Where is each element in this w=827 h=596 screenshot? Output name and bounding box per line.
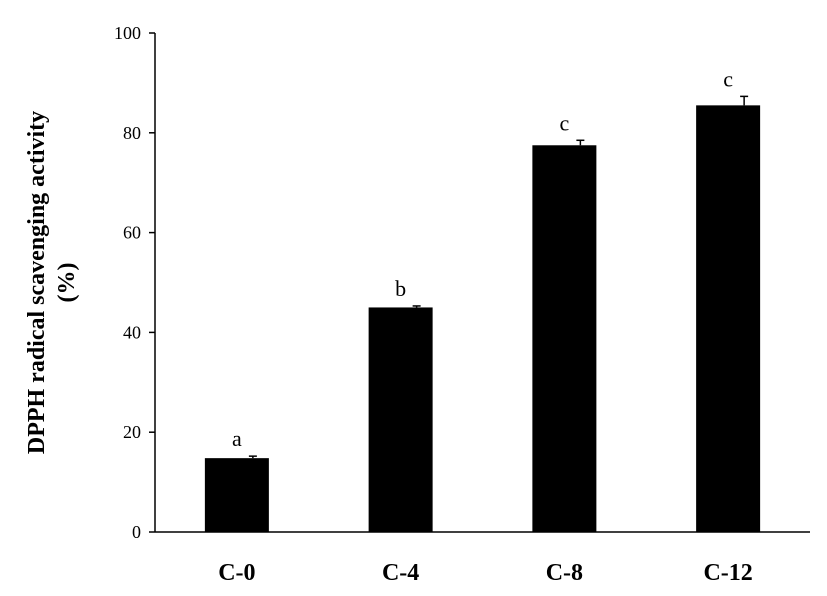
significance-label: c xyxy=(723,66,733,91)
x-tick-label: C-0 xyxy=(218,560,255,586)
y-tick-label: 100 xyxy=(114,23,141,43)
x-tick-labels: C-0 C-4 C-8 C-12 xyxy=(218,560,753,586)
x-tick-label: C-12 xyxy=(703,560,752,586)
bar-c-8 xyxy=(532,145,597,532)
significance-labels: a b c c xyxy=(232,66,733,451)
y-axis-label-line: (%) xyxy=(54,263,80,303)
y-tick-label: 40 xyxy=(123,322,141,342)
y-axis-label-line: DPPH radical scavenging activity xyxy=(24,111,50,454)
y-axis-label: DPPH radical scavenging activity (%) xyxy=(24,111,80,454)
y-tick-label: 0 xyxy=(132,522,141,542)
x-tick-label: C-8 xyxy=(546,560,583,586)
error-bars xyxy=(248,95,749,459)
bars xyxy=(204,105,761,532)
y-tick-label: 60 xyxy=(123,223,141,243)
bar-c-12 xyxy=(696,105,761,532)
significance-label: b xyxy=(395,276,406,301)
significance-label: a xyxy=(232,426,242,451)
y-ticks: 0 20 40 60 80 100 xyxy=(114,23,155,542)
x-tick-label: C-4 xyxy=(382,560,419,586)
y-tick-label: 20 xyxy=(123,422,141,442)
bar-c-4 xyxy=(368,307,433,532)
significance-label: c xyxy=(559,110,569,135)
bar-c-0 xyxy=(204,458,269,532)
y-tick-label: 80 xyxy=(123,123,141,143)
